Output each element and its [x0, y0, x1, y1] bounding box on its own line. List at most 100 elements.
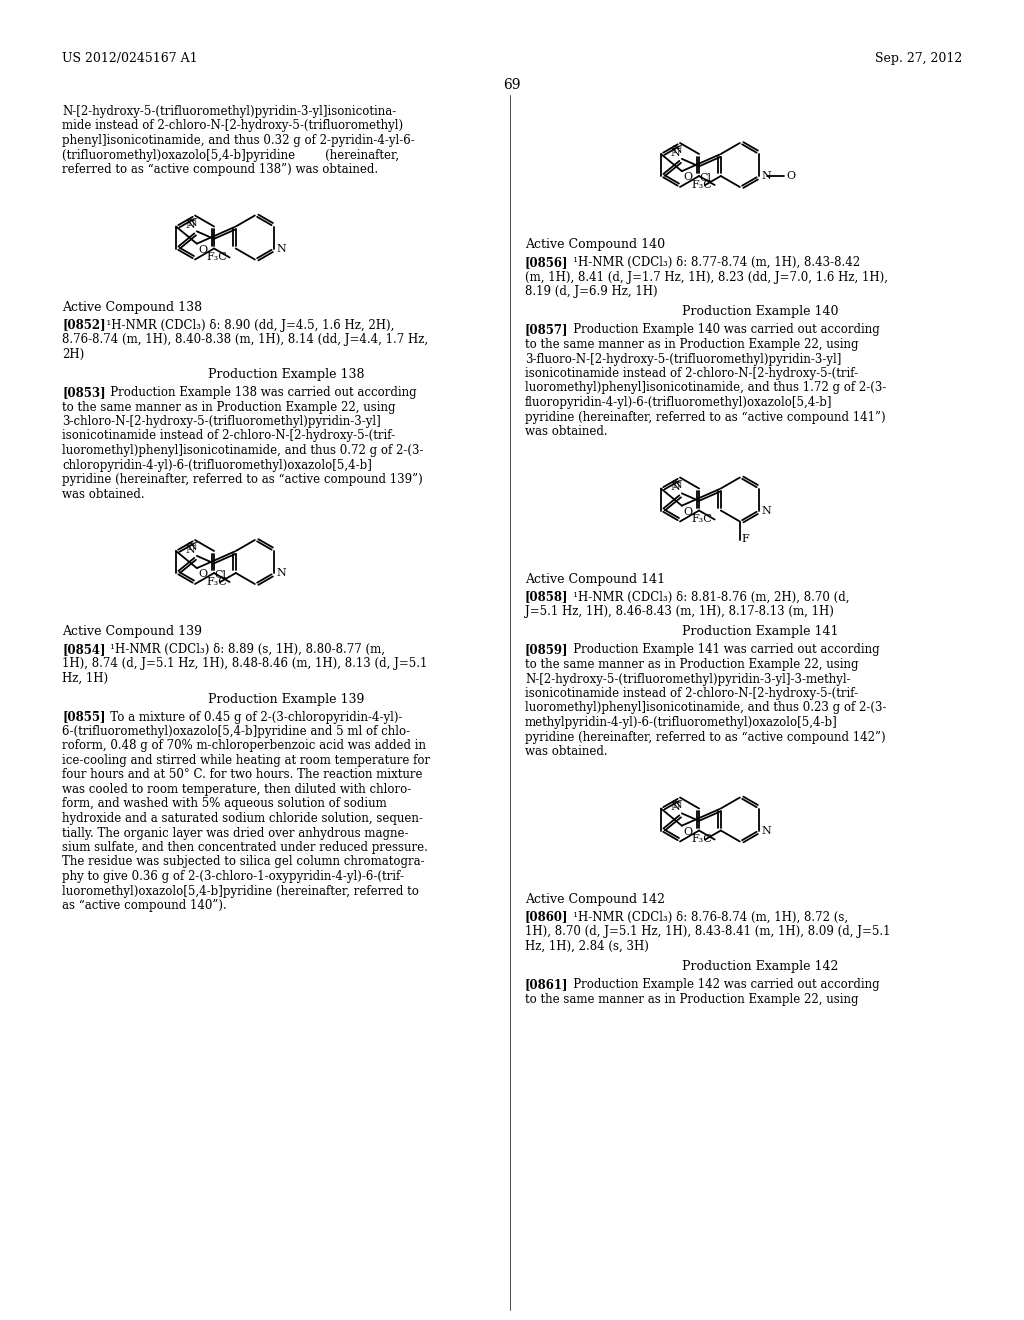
Text: ¹H-NMR (CDCl₃) δ: 8.89 (s, 1H), 8.80-8.77 (m,: ¹H-NMR (CDCl₃) δ: 8.89 (s, 1H), 8.80-8.7…: [99, 643, 385, 656]
Text: luoromethyl)phenyl]isonicotinamide, and thus 0.72 g of 2-(3-: luoromethyl)phenyl]isonicotinamide, and …: [62, 444, 424, 457]
Text: [0859]: [0859]: [525, 644, 568, 656]
Text: Production Example 140: Production Example 140: [682, 305, 839, 318]
Text: N: N: [276, 243, 287, 253]
Text: hydroxide and a saturated sodium chloride solution, sequen-: hydroxide and a saturated sodium chlorid…: [62, 812, 423, 825]
Text: N: N: [187, 543, 197, 552]
Text: O: O: [199, 244, 208, 255]
Text: (m, 1H), 8.41 (d, J=1.7 Hz, 1H), 8.23 (dd, J=7.0, 1.6 Hz, 1H),: (m, 1H), 8.41 (d, J=1.7 Hz, 1H), 8.23 (d…: [525, 271, 888, 284]
Text: Cl: Cl: [699, 173, 712, 183]
Text: N: N: [762, 172, 772, 181]
Text: roform, 0.48 g of 70% m-chloroperbenzoic acid was added in: roform, 0.48 g of 70% m-chloroperbenzoic…: [62, 739, 426, 752]
Text: Hz, 1H), 2.84 (s, 3H): Hz, 1H), 2.84 (s, 3H): [525, 940, 649, 953]
Text: Production Example 140 was carried out according: Production Example 140 was carried out a…: [562, 323, 880, 337]
Text: tially. The organic layer was dried over anhydrous magne-: tially. The organic layer was dried over…: [62, 826, 409, 840]
Text: [0853]: [0853]: [62, 385, 105, 399]
Text: 8.76-8.74 (m, 1H), 8.40-8.38 (m, 1H), 8.14 (dd, J=4.4, 1.7 Hz,: 8.76-8.74 (m, 1H), 8.40-8.38 (m, 1H), 8.…: [62, 333, 428, 346]
Text: luoromethyl)phenyl]isonicotinamide, and thus 0.23 g of 2-(3-: luoromethyl)phenyl]isonicotinamide, and …: [525, 701, 887, 714]
Text: ¹H-NMR (CDCl₃) δ: 8.76-8.74 (m, 1H), 8.72 (s,: ¹H-NMR (CDCl₃) δ: 8.76-8.74 (m, 1H), 8.7…: [562, 911, 848, 924]
Text: F₃C: F₃C: [692, 180, 713, 190]
Text: O: O: [684, 172, 693, 182]
Text: F: F: [741, 535, 750, 544]
Text: methylpyridin-4-yl)-6-(trifluoromethyl)oxazolo[5,4-b]: methylpyridin-4-yl)-6-(trifluoromethyl)o…: [525, 715, 838, 729]
Text: Cl: Cl: [214, 570, 226, 579]
Text: N: N: [670, 803, 680, 812]
Text: Active Compound 140: Active Compound 140: [525, 238, 666, 251]
Text: F₃C: F₃C: [207, 577, 227, 587]
Text: N: N: [185, 220, 195, 230]
Text: Production Example 138 was carried out according: Production Example 138 was carried out a…: [99, 385, 417, 399]
Text: Active Compound 141: Active Compound 141: [525, 573, 666, 586]
Text: [0860]: [0860]: [525, 911, 568, 924]
Text: chloropyridin-4-yl)-6-(trifluoromethyl)oxazolo[5,4-b]: chloropyridin-4-yl)-6-(trifluoromethyl)o…: [62, 458, 372, 471]
Text: to the same manner as in Production Example 22, using: to the same manner as in Production Exam…: [525, 657, 858, 671]
Text: 3-fluoro-N-[2-hydroxy-5-(trifluoromethyl)pyridin-3-yl]: 3-fluoro-N-[2-hydroxy-5-(trifluoromethyl…: [525, 352, 842, 366]
Text: Active Compound 138: Active Compound 138: [62, 301, 202, 314]
Text: (trifluoromethyl)oxazolo[5,4-b]pyridine        (hereinafter,: (trifluoromethyl)oxazolo[5,4-b]pyridine …: [62, 149, 399, 161]
Text: Production Example 142 was carried out according: Production Example 142 was carried out a…: [562, 978, 880, 991]
Text: to the same manner as in Production Example 22, using: to the same manner as in Production Exam…: [62, 400, 395, 413]
Text: ¹H-NMR (CDCl₃) δ: 8.90 (dd, J=4.5, 1.6 Hz, 2H),: ¹H-NMR (CDCl₃) δ: 8.90 (dd, J=4.5, 1.6 H…: [99, 318, 394, 331]
Text: N: N: [670, 482, 680, 492]
Text: isonicotinamide instead of 2-chloro-N-[2-hydroxy-5-(trif-: isonicotinamide instead of 2-chloro-N-[2…: [62, 429, 395, 442]
Text: [0855]: [0855]: [62, 710, 105, 723]
Text: O: O: [684, 507, 693, 516]
Text: N: N: [762, 506, 772, 516]
Text: [0854]: [0854]: [62, 643, 105, 656]
Text: as “active compound 140”).: as “active compound 140”).: [62, 899, 226, 912]
Text: phenyl]isonicotinamide, and thus 0.32 g of 2-pyridin-4-yl-6-: phenyl]isonicotinamide, and thus 0.32 g …: [62, 135, 415, 147]
Text: luoromethyl)phenyl]isonicotinamide, and thus 1.72 g of 2-(3-: luoromethyl)phenyl]isonicotinamide, and …: [525, 381, 887, 395]
Text: O: O: [684, 826, 693, 837]
Text: 1H), 8.74 (d, J=5.1 Hz, 1H), 8.48-8.46 (m, 1H), 8.13 (d, J=5.1: 1H), 8.74 (d, J=5.1 Hz, 1H), 8.48-8.46 (…: [62, 657, 427, 671]
Text: sium sulfate, and then concentrated under reduced pressure.: sium sulfate, and then concentrated unde…: [62, 841, 428, 854]
Text: O: O: [785, 172, 795, 181]
Text: The residue was subjected to silica gel column chromatogra-: The residue was subjected to silica gel …: [62, 855, 425, 869]
Text: ¹H-NMR (CDCl₃) δ: 8.81-8.76 (m, 2H), 8.70 (d,: ¹H-NMR (CDCl₃) δ: 8.81-8.76 (m, 2H), 8.7…: [562, 590, 850, 603]
Text: isonicotinamide instead of 2-chloro-N-[2-hydroxy-5-(trif-: isonicotinamide instead of 2-chloro-N-[2…: [525, 686, 858, 700]
Text: N-[2-hydroxy-5-(trifluoromethyl)pyridin-3-yl]-3-methyl-: N-[2-hydroxy-5-(trifluoromethyl)pyridin-…: [525, 672, 851, 685]
Text: N: N: [185, 545, 195, 554]
Text: fluoropyridin-4-yl)-6-(trifluoromethyl)oxazolo[5,4-b]: fluoropyridin-4-yl)-6-(trifluoromethyl)o…: [525, 396, 833, 409]
Text: ice-cooling and stirred while heating at room temperature for: ice-cooling and stirred while heating at…: [62, 754, 430, 767]
Text: N: N: [672, 479, 682, 490]
Text: was obtained.: was obtained.: [525, 425, 607, 438]
Text: [0856]: [0856]: [525, 256, 568, 269]
Text: Active Compound 142: Active Compound 142: [525, 892, 665, 906]
Text: Production Example 141: Production Example 141: [682, 626, 839, 639]
Text: 1H), 8.70 (d, J=5.1 Hz, 1H), 8.43-8.41 (m, 1H), 8.09 (d, J=5.1: 1H), 8.70 (d, J=5.1 Hz, 1H), 8.43-8.41 (…: [525, 925, 891, 939]
Text: N: N: [187, 218, 197, 227]
Text: 3-chloro-N-[2-hydroxy-5-(trifluoromethyl)pyridin-3-yl]: 3-chloro-N-[2-hydroxy-5-(trifluoromethyl…: [62, 414, 381, 428]
Text: To a mixture of 0.45 g of 2-(3-chloropyridin-4-yl)-: To a mixture of 0.45 g of 2-(3-chloropyr…: [99, 710, 402, 723]
Text: F₃C: F₃C: [207, 252, 227, 263]
Text: N: N: [672, 145, 682, 154]
Text: ¹H-NMR (CDCl₃) δ: 8.77-8.74 (m, 1H), 8.43-8.42: ¹H-NMR (CDCl₃) δ: 8.77-8.74 (m, 1H), 8.4…: [562, 256, 860, 269]
Text: Production Example 142: Production Example 142: [682, 960, 839, 973]
Text: Sep. 27, 2012: Sep. 27, 2012: [874, 51, 962, 65]
Text: to the same manner as in Production Example 22, using: to the same manner as in Production Exam…: [525, 993, 858, 1006]
Text: Hz, 1H): Hz, 1H): [62, 672, 109, 685]
Text: to the same manner as in Production Example 22, using: to the same manner as in Production Exam…: [525, 338, 858, 351]
Text: N: N: [276, 568, 287, 578]
Text: N-[2-hydroxy-5-(trifluoromethyl)pyridin-3-yl]isonicotina-: N-[2-hydroxy-5-(trifluoromethyl)pyridin-…: [62, 106, 396, 117]
Text: luoromethyl)oxazolo[5,4-b]pyridine (hereinafter, referred to: luoromethyl)oxazolo[5,4-b]pyridine (here…: [62, 884, 419, 898]
Text: 69: 69: [503, 78, 521, 92]
Text: pyridine (hereinafter, referred to as “active compound 142”): pyridine (hereinafter, referred to as “a…: [525, 730, 886, 743]
Text: 6-(trifluoromethyl)oxazolo[5,4-b]pyridine and 5 ml of chlo-: 6-(trifluoromethyl)oxazolo[5,4-b]pyridin…: [62, 725, 411, 738]
Text: Production Example 138: Production Example 138: [208, 368, 365, 381]
Text: was obtained.: was obtained.: [62, 487, 144, 500]
Text: Production Example 141 was carried out according: Production Example 141 was carried out a…: [562, 644, 880, 656]
Text: N: N: [762, 825, 772, 836]
Text: 8.19 (d, J=6.9 Hz, 1H): 8.19 (d, J=6.9 Hz, 1H): [525, 285, 657, 298]
Text: F₃C: F₃C: [692, 515, 713, 524]
Text: [0861]: [0861]: [525, 978, 568, 991]
Text: referred to as “active compound 138”) was obtained.: referred to as “active compound 138”) wa…: [62, 162, 378, 176]
Text: form, and washed with 5% aqueous solution of sodium: form, and washed with 5% aqueous solutio…: [62, 797, 387, 810]
Text: N: N: [672, 800, 682, 809]
Text: 2H): 2H): [62, 347, 84, 360]
Text: [0857]: [0857]: [525, 323, 568, 337]
Text: US 2012/0245167 A1: US 2012/0245167 A1: [62, 51, 198, 65]
Text: isonicotinamide instead of 2-chloro-N-[2-hydroxy-5-(trif-: isonicotinamide instead of 2-chloro-N-[2…: [525, 367, 858, 380]
Text: J=5.1 Hz, 1H), 8.46-8.43 (m, 1H), 8.17-8.13 (m, 1H): J=5.1 Hz, 1H), 8.46-8.43 (m, 1H), 8.17-8…: [525, 605, 834, 618]
Text: O: O: [199, 569, 208, 579]
Text: four hours and at 50° C. for two hours. The reaction mixture: four hours and at 50° C. for two hours. …: [62, 768, 423, 781]
Text: was cooled to room temperature, then diluted with chloro-: was cooled to room temperature, then dil…: [62, 783, 412, 796]
